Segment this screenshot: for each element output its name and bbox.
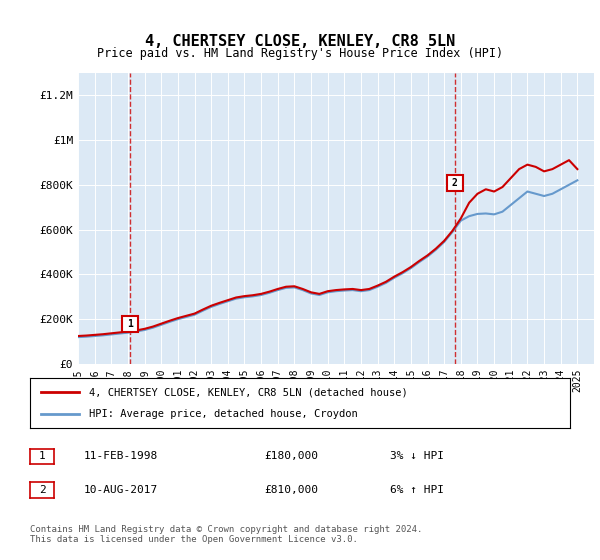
Text: 4, CHERTSEY CLOSE, KENLEY, CR8 5LN (detached house): 4, CHERTSEY CLOSE, KENLEY, CR8 5LN (deta… xyxy=(89,387,408,397)
Text: 2: 2 xyxy=(452,178,457,188)
Text: 1: 1 xyxy=(127,319,133,329)
Text: 3% ↓ HPI: 3% ↓ HPI xyxy=(390,451,444,461)
Text: HPI: Average price, detached house, Croydon: HPI: Average price, detached house, Croy… xyxy=(89,409,358,419)
Text: Contains HM Land Registry data © Crown copyright and database right 2024.
This d: Contains HM Land Registry data © Crown c… xyxy=(30,525,422,544)
Text: £180,000: £180,000 xyxy=(264,451,318,461)
Text: 4, CHERTSEY CLOSE, KENLEY, CR8 5LN: 4, CHERTSEY CLOSE, KENLEY, CR8 5LN xyxy=(145,35,455,49)
Text: £810,000: £810,000 xyxy=(264,485,318,495)
Text: 1: 1 xyxy=(38,451,46,461)
Text: Price paid vs. HM Land Registry's House Price Index (HPI): Price paid vs. HM Land Registry's House … xyxy=(97,46,503,60)
Text: 11-FEB-1998: 11-FEB-1998 xyxy=(84,451,158,461)
Text: 10-AUG-2017: 10-AUG-2017 xyxy=(84,485,158,495)
Text: 2: 2 xyxy=(38,485,46,495)
Text: 6% ↑ HPI: 6% ↑ HPI xyxy=(390,485,444,495)
